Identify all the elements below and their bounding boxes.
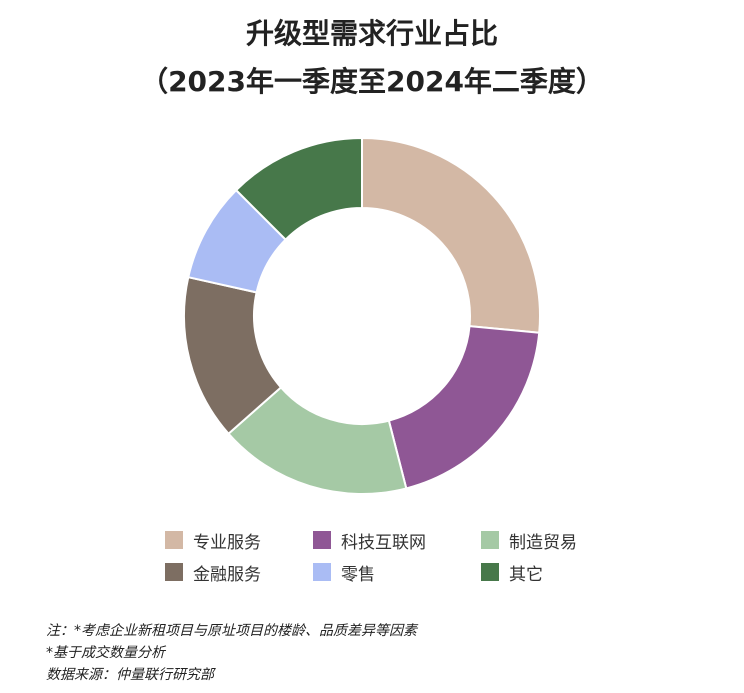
legend-label: 金融服务 [193,564,261,585]
chart-subtitle: （2023年一季度至2024年二季度） [140,65,604,98]
legend-label: 零售 [341,564,375,585]
footnotes: 注：*考虑企业新租项目与原址项目的楼龄、品质差异等因素 *基于成交数量分析 数据… [46,620,706,686]
legend-swatch [165,563,183,581]
legend-swatch [313,531,331,549]
legend-item-professional-services: 专业服务 [165,530,305,553]
legend-item-retail: 零售 [313,562,473,585]
footnote-basis: *基于成交数量分析 [46,645,165,661]
legend-label: 其它 [509,564,543,585]
legend-item-financial-services: 金融服务 [165,562,305,585]
legend-swatch [481,531,499,549]
donut-chart [183,136,541,495]
slice-tech-internet [387,325,541,490]
footnote-source: 数据来源：仲量联行研究部 [46,667,214,683]
legend-item-others: 其它 [481,562,621,585]
legend-label: 专业服务 [193,532,261,553]
legend-item-tech-internet: 科技互联网 [313,530,473,553]
chart-title: 升级型需求行业占比 [245,17,498,50]
slice-others [234,136,363,242]
legend-label: 制造贸易 [509,532,577,553]
legend-item-manufacturing-trade: 制造贸易 [481,530,621,553]
legend-swatch [481,563,499,581]
slice-professional-services [361,136,541,334]
legend-swatch [165,531,183,549]
footnote-methodology: 注：*考虑企业新租项目与原址项目的楼龄、品质差异等因素 [46,623,417,639]
legend-label: 科技互联网 [341,532,426,553]
legend: 专业服务 科技互联网 制造贸易 金融服务 零售 其它 [165,530,635,585]
legend-swatch [313,563,331,581]
